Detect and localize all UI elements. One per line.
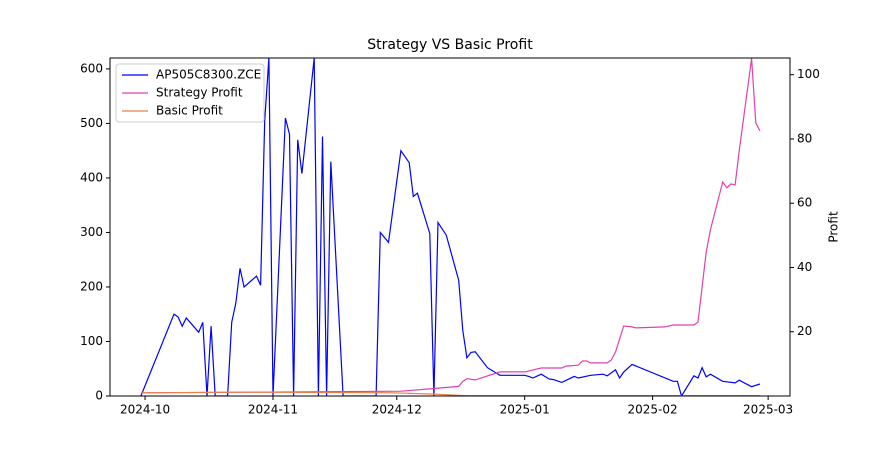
x-tick-label: 2025-03 <box>743 403 793 417</box>
y-tick-label: 600 <box>80 61 103 75</box>
y-tick-label: 0 <box>95 389 103 403</box>
y2-tick-label: 80 <box>797 131 812 145</box>
y2-tick-label: 100 <box>797 67 820 81</box>
y-tick-label: 100 <box>80 334 103 348</box>
y-tick-label: 400 <box>80 170 103 184</box>
legend-label: AP505C8300.ZCE <box>156 68 261 82</box>
x-tick-label: 2024-12 <box>372 403 422 417</box>
legend-label: Basic Profit <box>156 104 223 118</box>
y-tick-label: 300 <box>80 225 103 239</box>
x-tick-label: 2024-10 <box>120 403 170 417</box>
y2-axis-label: Profit <box>827 211 841 243</box>
series-line <box>140 391 760 396</box>
y2-tick-label: 20 <box>797 324 812 338</box>
plot-frame <box>109 57 791 397</box>
y2-tick-label: 40 <box>797 260 812 274</box>
legend-label: Strategy Profit <box>156 86 243 100</box>
x-tick-label: 2025-01 <box>500 403 550 417</box>
series-line <box>140 58 761 396</box>
y-tick-label: 500 <box>80 116 103 130</box>
x-tick-label: 2025-02 <box>628 403 678 417</box>
chart-title: Strategy VS Basic Profit <box>367 37 533 53</box>
y2-tick-label: 60 <box>797 196 812 210</box>
y-tick-label: 200 <box>80 279 103 293</box>
series-line <box>140 58 761 394</box>
legend-box <box>115 63 265 123</box>
x-tick-label: 2024-11 <box>248 403 298 417</box>
